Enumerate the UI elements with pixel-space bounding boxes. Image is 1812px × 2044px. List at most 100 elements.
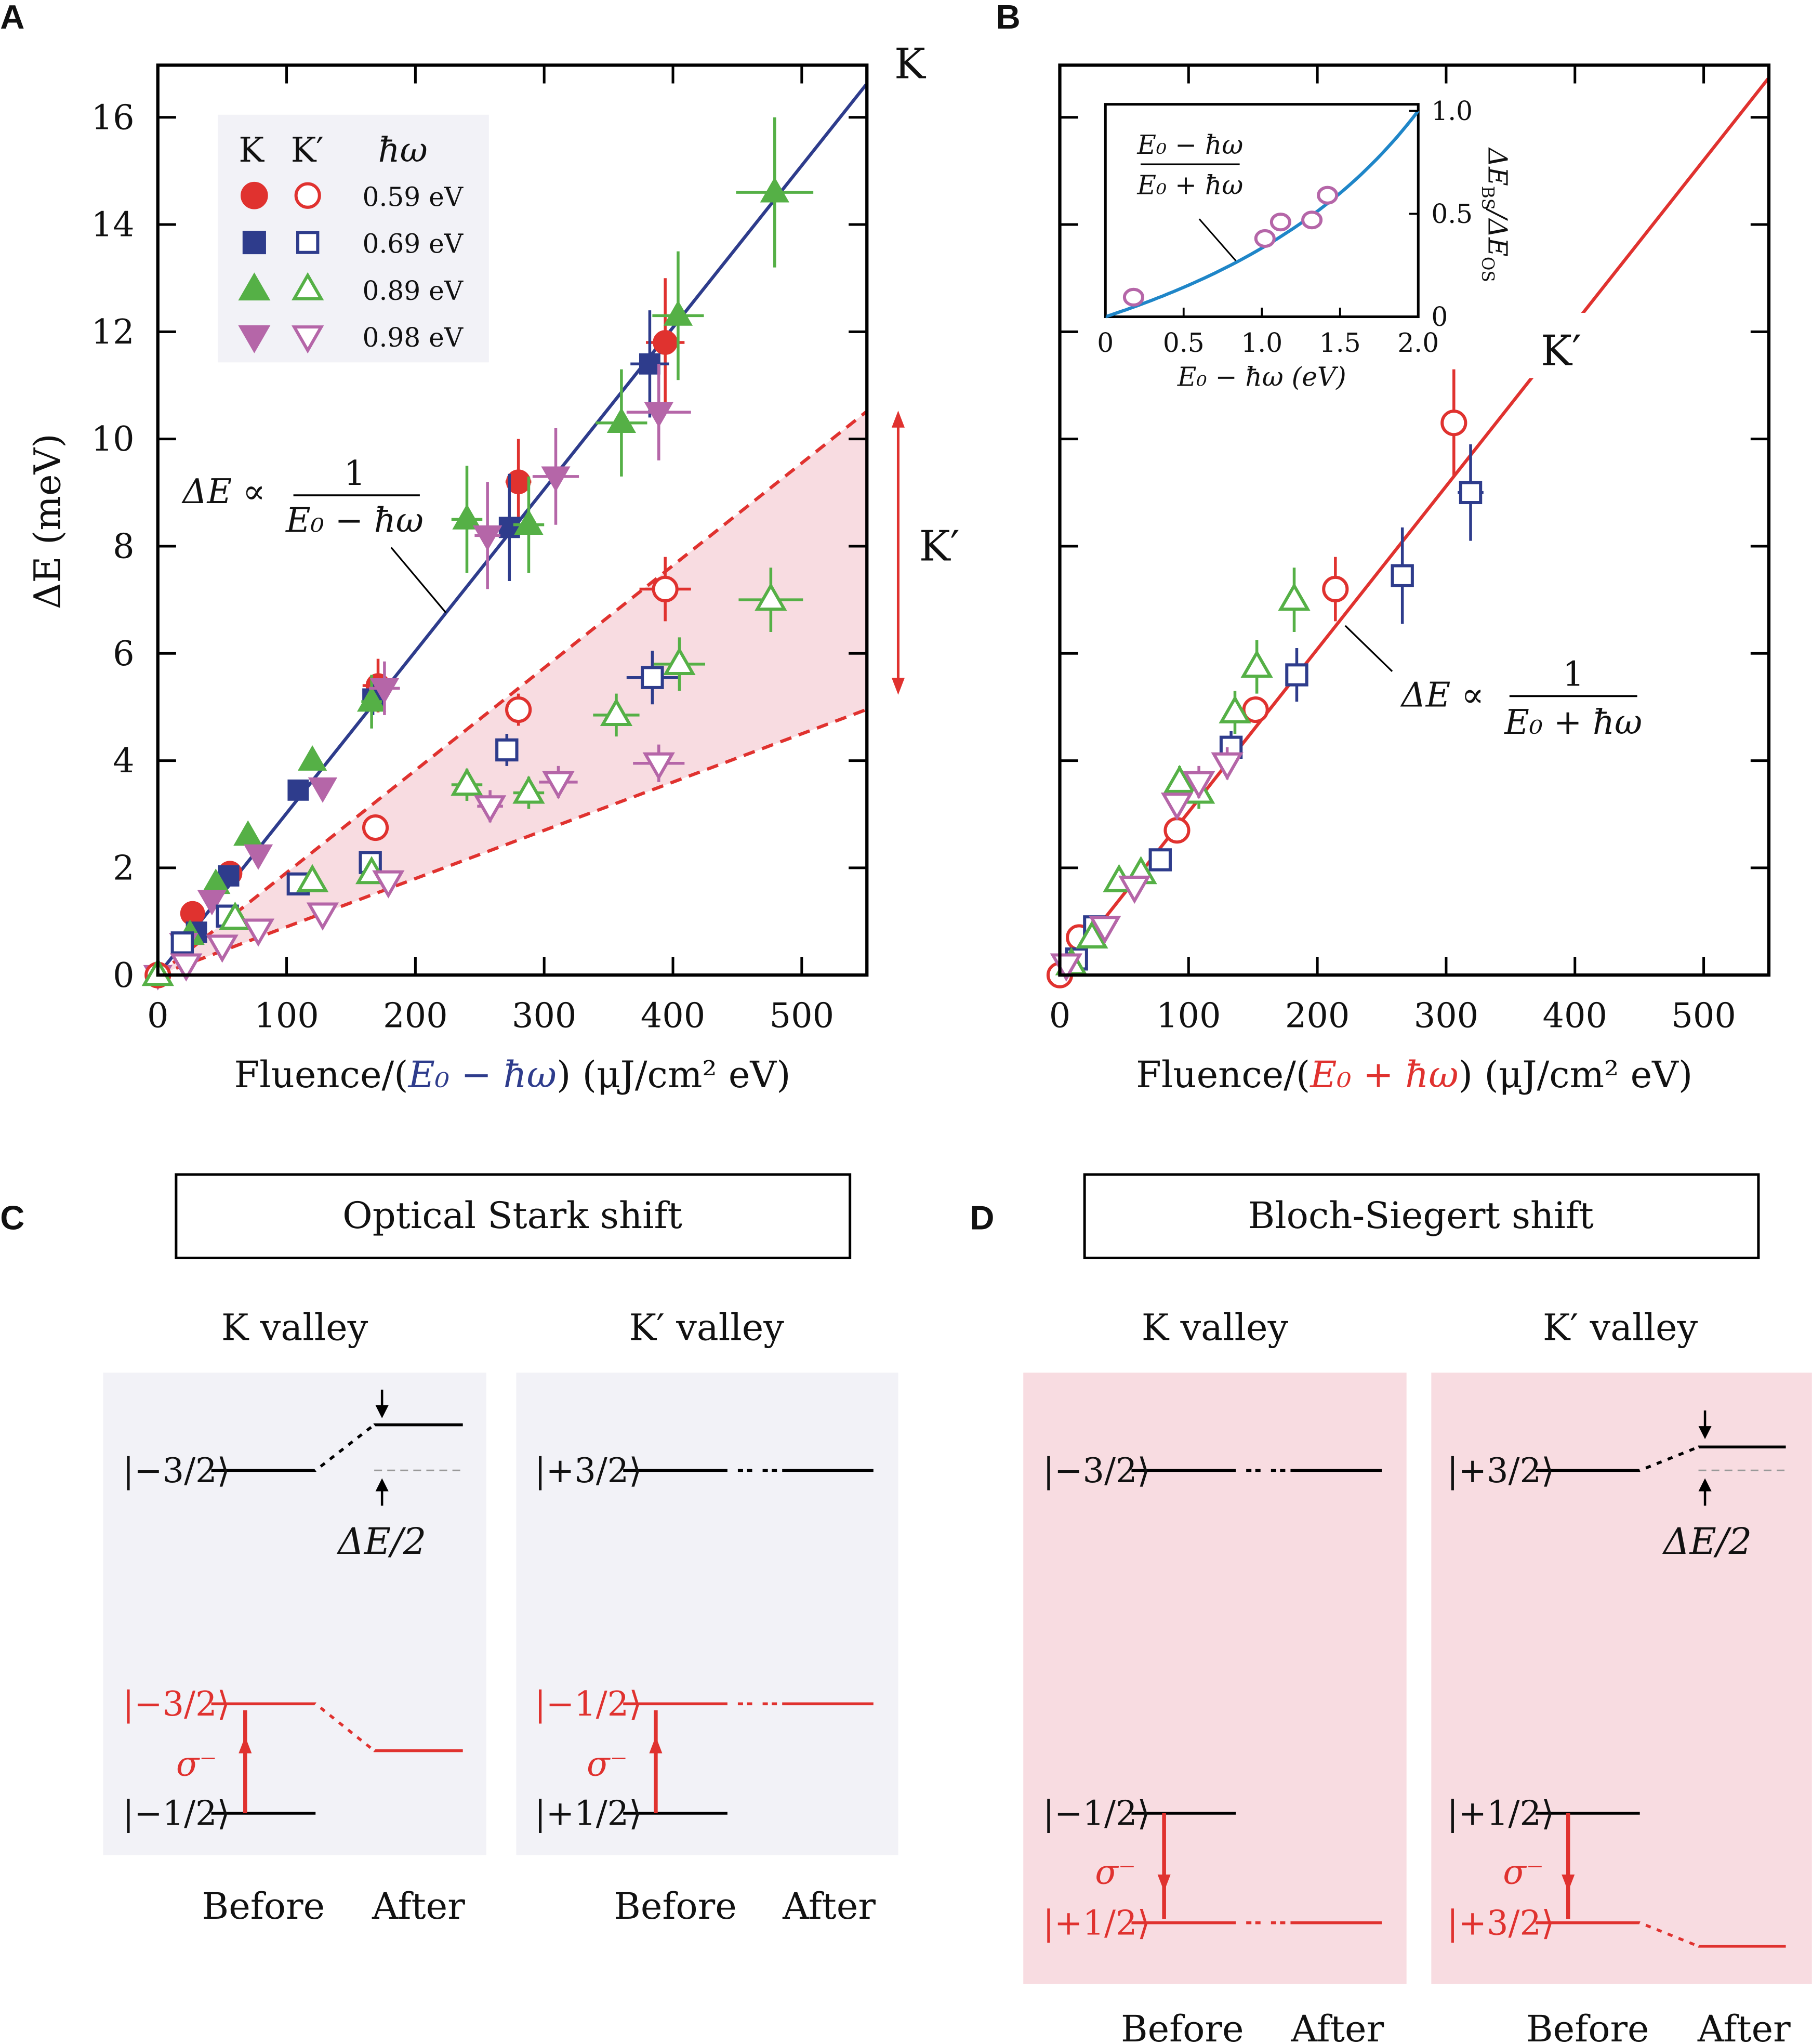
data-point bbox=[600, 697, 633, 726]
data-point bbox=[606, 407, 637, 433]
panel-label-c: C bbox=[0, 1198, 24, 1236]
legend-col-kprime: K′ bbox=[291, 130, 324, 170]
data-point bbox=[170, 953, 203, 982]
legend-marker-k-2 bbox=[242, 230, 266, 255]
data-point bbox=[653, 330, 678, 355]
data-point bbox=[170, 931, 194, 955]
formula-numerator: 1 bbox=[1563, 654, 1584, 694]
inset-y-tick-label: 0 bbox=[1431, 301, 1448, 332]
formula-pointer bbox=[390, 547, 447, 613]
state-k-3: |−1/2⟩ bbox=[123, 1794, 230, 1834]
kprime-valley-panel bbox=[516, 1373, 898, 1855]
data-point bbox=[372, 870, 405, 899]
data-point bbox=[652, 575, 679, 603]
y-tick-label: 12 bbox=[91, 312, 135, 352]
after-label-kp: After bbox=[1697, 2008, 1791, 2044]
k-valley-title: K valley bbox=[1142, 1307, 1289, 1349]
legend-col-hw: ħω bbox=[378, 130, 428, 170]
shift-label: ΔE/2 bbox=[336, 1520, 426, 1563]
k-valley-panel bbox=[103, 1373, 486, 1855]
legend-row-4: 0.98 eV bbox=[363, 322, 464, 353]
data-point bbox=[297, 745, 327, 771]
sigma-label-kp: σ⁻ bbox=[587, 1744, 628, 1784]
x-tick-label: 0 bbox=[1049, 996, 1070, 1036]
formula-lhs: ΔE ∝ bbox=[181, 472, 266, 511]
data-point bbox=[1211, 752, 1244, 781]
y-tick-label: 2 bbox=[113, 848, 134, 888]
inset-x-tick-label: 0.5 bbox=[1163, 327, 1205, 358]
data-point bbox=[1163, 764, 1196, 793]
data-point bbox=[233, 820, 263, 846]
data-point bbox=[663, 647, 696, 675]
formula-denominator: E₀ − ħω bbox=[285, 500, 424, 540]
data-point bbox=[473, 525, 502, 551]
data-point bbox=[1219, 695, 1251, 723]
state-k-3: |+1/2⟩ bbox=[1043, 1903, 1150, 1943]
data-point bbox=[243, 844, 273, 870]
data-points bbox=[1046, 369, 1484, 988]
legend-col-k: K bbox=[239, 130, 264, 170]
data-point bbox=[663, 300, 693, 326]
after-label-k: After bbox=[1290, 2008, 1384, 2044]
title-box bbox=[1083, 1173, 1760, 1260]
inset-chart: 0 0.5 1.0 1.5 2.000.51.0 E₀ − ħω (eV) ΔEBS/Δ… bbox=[1097, 96, 1513, 392]
inset-data-point bbox=[1301, 210, 1323, 230]
legend-row-1: 0.59 eV bbox=[363, 181, 464, 212]
inset-formula-numerator: E₀ − ħω bbox=[1136, 129, 1243, 160]
legend-row-3: 0.89 eV bbox=[363, 275, 464, 306]
x-tick-label: 200 bbox=[383, 996, 447, 1036]
x-tick-label: 500 bbox=[1671, 996, 1736, 1036]
panel-c-diagram: Optical Stark shift K valley K′ valley |… bbox=[103, 1173, 898, 1928]
data-point bbox=[641, 666, 664, 689]
kprime-valley-label: K′ bbox=[919, 522, 960, 571]
legend-marker-kprime-4 bbox=[292, 325, 324, 354]
kprime-valley-panel bbox=[1431, 1373, 1812, 1984]
inset-data-point bbox=[1317, 186, 1339, 205]
panel-d-title: Bloch-Siegert shift bbox=[1248, 1194, 1594, 1237]
data-point bbox=[308, 777, 338, 803]
shift-label: ΔE/2 bbox=[1662, 1520, 1752, 1563]
fit-line-3 bbox=[157, 708, 867, 977]
data-point bbox=[219, 901, 252, 930]
data-point bbox=[541, 466, 571, 492]
inset-frame bbox=[1104, 103, 1420, 319]
y-tick-label: 0 bbox=[113, 956, 134, 995]
y-tick-label: 4 bbox=[113, 741, 134, 781]
panel-d-diagram: Bloch-Siegert shift K valley K′ valley |… bbox=[1023, 1173, 1812, 2044]
k-valley-title: K valley bbox=[221, 1307, 368, 1349]
legend-marker-kprime-2 bbox=[296, 231, 320, 254]
data-point bbox=[512, 775, 545, 804]
kprime-valley-label: K′ bbox=[1541, 326, 1581, 375]
state-k-1: |−3/2⟩ bbox=[123, 1451, 230, 1491]
before-label-k: Before bbox=[1121, 2008, 1244, 2044]
label-gap bbox=[1527, 312, 1604, 378]
x-tick-label: 100 bbox=[254, 996, 319, 1036]
y-tick-label: 14 bbox=[91, 205, 135, 245]
inset-x-tick-label: 1.5 bbox=[1319, 327, 1361, 358]
legend-row-2: 0.69 eV bbox=[363, 229, 464, 259]
sigma-label-kp: σ⁻ bbox=[1503, 1852, 1544, 1892]
legend-marker-k-1 bbox=[241, 181, 268, 209]
inset-y-tick-label: 1.0 bbox=[1431, 96, 1473, 126]
state-kp-1: |+3/2⟩ bbox=[1447, 1451, 1554, 1491]
data-point bbox=[1278, 583, 1311, 611]
inset-data-point bbox=[1122, 287, 1145, 307]
state-k-1: |−3/2⟩ bbox=[1043, 1451, 1150, 1491]
x-axis-label: Fluence/(E₀ − ħω) (μJ/cm² eV) bbox=[234, 1053, 790, 1096]
data-point bbox=[542, 771, 575, 799]
k-valley-panel bbox=[1023, 1373, 1407, 1984]
data-point bbox=[1391, 564, 1414, 587]
fit-line-2 bbox=[156, 411, 867, 977]
inset-formula-denominator: E₀ + ħω bbox=[1136, 170, 1243, 201]
panel-a-chart: K K′ ħω 0.59 eV 0.69 eV 0.89 eV 0.98 eV … bbox=[27, 39, 960, 1096]
data-point bbox=[451, 767, 483, 796]
x-axis-label: Fluence/(E₀ + ħω) (μJ/cm² eV) bbox=[1136, 1053, 1692, 1096]
x-tick-label: 100 bbox=[1156, 996, 1221, 1036]
kprime-valley-title: K′ valley bbox=[1543, 1307, 1698, 1349]
y-tick-label: 6 bbox=[113, 634, 134, 674]
data-point bbox=[1240, 649, 1273, 678]
before-label-k: Before bbox=[202, 1885, 325, 1928]
data-point bbox=[642, 752, 675, 781]
data-point bbox=[362, 814, 389, 841]
data-point bbox=[206, 934, 239, 963]
